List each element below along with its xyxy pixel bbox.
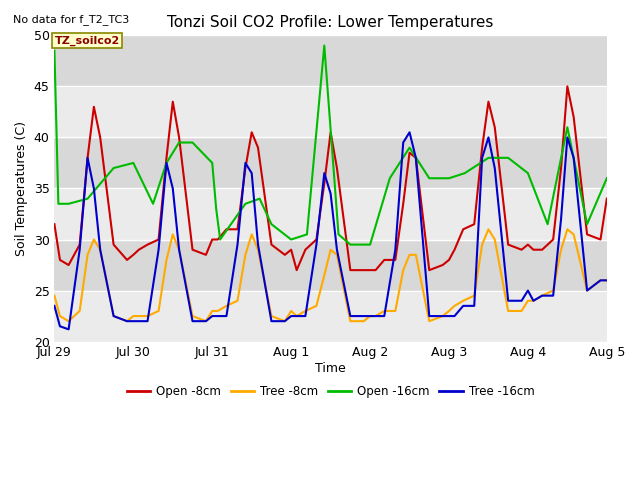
Y-axis label: Soil Temperatures (C): Soil Temperatures (C) xyxy=(15,121,28,256)
Legend: Open -8cm, Tree -8cm, Open -16cm, Tree -16cm: Open -8cm, Tree -8cm, Open -16cm, Tree -… xyxy=(122,381,539,403)
Tree -16cm xyxy=(603,277,611,283)
Tree -8cm xyxy=(287,308,295,314)
Open -16cm xyxy=(603,175,611,181)
Open -16cm xyxy=(524,170,532,176)
Open -8cm xyxy=(327,130,335,135)
Open -8cm xyxy=(293,267,301,273)
Tree -16cm xyxy=(51,303,58,309)
Open -16cm xyxy=(110,165,118,171)
Open -16cm xyxy=(583,221,591,227)
Bar xyxy=(54,137,607,189)
Open -16cm xyxy=(563,124,571,130)
Open -8cm xyxy=(603,196,611,202)
Text: No data for f_T2_TC3: No data for f_T2_TC3 xyxy=(13,14,129,25)
Bar xyxy=(54,240,607,290)
X-axis label: Time: Time xyxy=(316,362,346,375)
Tree -16cm xyxy=(406,130,413,135)
Bar xyxy=(54,189,607,240)
Open -16cm xyxy=(321,43,328,48)
Open -8cm xyxy=(406,150,413,156)
Open -16cm xyxy=(163,160,170,166)
Open -8cm xyxy=(366,267,374,273)
Tree -8cm xyxy=(65,318,72,324)
Open -8cm xyxy=(281,252,289,258)
Open -8cm xyxy=(412,155,420,161)
Tree -16cm xyxy=(287,313,295,319)
Tree -8cm xyxy=(51,293,58,299)
Open -16cm xyxy=(426,175,433,181)
Open -16cm xyxy=(406,145,413,151)
Open -16cm xyxy=(149,201,157,207)
Open -16cm xyxy=(366,242,374,248)
Tree -8cm xyxy=(366,313,374,319)
Tree -8cm xyxy=(129,313,137,319)
Open -8cm xyxy=(123,257,131,263)
Open -16cm xyxy=(303,231,311,237)
Open -16cm xyxy=(544,221,552,227)
Tree -8cm xyxy=(603,277,611,283)
Open -16cm xyxy=(216,237,224,242)
Tree -16cm xyxy=(366,313,374,319)
Tree -16cm xyxy=(426,313,433,319)
Open -16cm xyxy=(54,201,62,207)
Open -16cm xyxy=(484,155,492,161)
Tree -8cm xyxy=(484,227,492,232)
Open -16cm xyxy=(175,140,183,145)
Open -16cm xyxy=(51,48,58,54)
Bar xyxy=(54,36,607,86)
Open -16cm xyxy=(346,242,354,248)
Open -16cm xyxy=(461,170,468,176)
Open -16cm xyxy=(241,201,249,207)
Tree -16cm xyxy=(327,191,335,196)
Open -16cm xyxy=(504,155,512,161)
Open -8cm xyxy=(563,84,571,89)
Open -16cm xyxy=(129,160,137,166)
Open -8cm xyxy=(51,221,58,227)
Open -16cm xyxy=(189,140,196,145)
Tree -8cm xyxy=(327,247,335,252)
Line: Open -8cm: Open -8cm xyxy=(54,86,607,270)
Open -16cm xyxy=(65,201,72,207)
Open -16cm xyxy=(386,175,394,181)
Tree -16cm xyxy=(129,318,137,324)
Tree -16cm xyxy=(412,155,420,161)
Line: Tree -16cm: Tree -16cm xyxy=(54,132,607,329)
Open -16cm xyxy=(335,231,342,237)
Open -16cm xyxy=(209,160,216,166)
Tree -8cm xyxy=(412,252,420,258)
Text: TZ_soilco2: TZ_soilco2 xyxy=(54,36,120,46)
Bar xyxy=(54,290,607,342)
Tree -8cm xyxy=(406,252,413,258)
Line: Tree -8cm: Tree -8cm xyxy=(54,229,607,321)
Tree -16cm xyxy=(65,326,72,332)
Open -16cm xyxy=(268,221,275,227)
Title: Tonzi Soil CO2 Profile: Lower Temperatures: Tonzi Soil CO2 Profile: Lower Temperatur… xyxy=(168,15,494,30)
Bar xyxy=(54,86,607,137)
Open -16cm xyxy=(256,196,264,202)
Open -16cm xyxy=(445,175,453,181)
Open -16cm xyxy=(287,237,295,242)
Open -16cm xyxy=(212,206,220,212)
Open -16cm xyxy=(84,196,92,202)
Line: Open -16cm: Open -16cm xyxy=(54,46,607,245)
